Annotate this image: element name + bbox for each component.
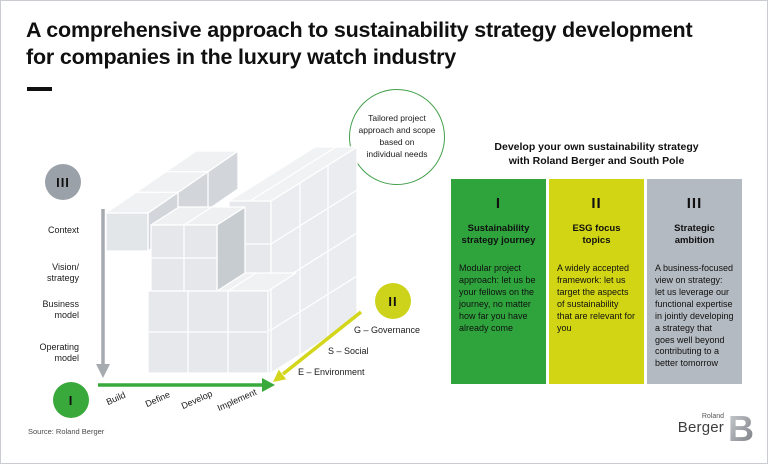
column-esg-focus-topics: II ESG focus topics A widely accepted fr… <box>549 179 644 384</box>
column-title: Sustainability strategy journey <box>461 223 536 247</box>
axis-label-operating-model: Operating model <box>39 342 79 363</box>
logo-roland-text: Roland <box>701 413 724 420</box>
logo-wordmark: Roland Berger <box>661 410 724 437</box>
panel-columns: I Sustainability strategy journey Modula… <box>451 179 742 384</box>
axis-label-business-model: Business model <box>42 299 79 320</box>
column-numeral: III <box>686 195 703 212</box>
axis-label-social: S – Social <box>328 346 369 356</box>
vertical-axis-arrow <box>96 209 110 378</box>
column-numeral: II <box>591 195 602 212</box>
bubble-text: Tailored project approach and scope base… <box>358 113 436 159</box>
axis-label-develop: Develop <box>179 388 214 412</box>
column-strategic-ambition: III Strategic ambition A business-focuse… <box>647 179 742 384</box>
page-title: A comprehensive approach to sustainabili… <box>26 18 693 70</box>
logo-b-icon: B <box>729 410 754 447</box>
logo-berger-text: Berger <box>677 419 724 436</box>
tailored-approach-bubble: Tailored project approach and scope base… <box>349 89 445 185</box>
column-title: ESG focus topics <box>572 223 621 247</box>
title-dash <box>27 87 52 91</box>
column-body: A widely accepted framework: let us targ… <box>557 262 636 333</box>
roland-berger-logo: Roland Berger B <box>661 410 756 447</box>
column-body: A business-focused view on strategy: let… <box>655 262 734 369</box>
axis-label-define: Define <box>143 389 172 410</box>
axis-label-governance: G – Governance <box>354 325 421 335</box>
axis-label-vision-strategy: Vision/ strategy <box>46 262 79 283</box>
marker-ii: II <box>375 283 411 319</box>
column-numeral: I <box>495 195 502 212</box>
axis-label-context: Context <box>47 225 79 235</box>
source-note: Source: Roland Berger <box>28 427 105 436</box>
panel-heading: Develop your own sustainability strategy… <box>494 141 699 168</box>
column-body: Modular project approach: let us be your… <box>459 262 536 333</box>
column-title: Strategic ambition <box>674 223 715 247</box>
column-sustainability-strategy-journey: I Sustainability strategy journey Modula… <box>451 179 546 384</box>
svg-text:B: B <box>729 410 754 447</box>
axis-label-build: Build <box>104 389 128 408</box>
cube-structure <box>105 146 358 374</box>
marker-i: I <box>53 382 89 418</box>
axis-label-environment: E – Environment <box>298 367 365 377</box>
axis-label-implement: Implement <box>215 386 259 414</box>
marker-iii: III <box>45 164 81 200</box>
